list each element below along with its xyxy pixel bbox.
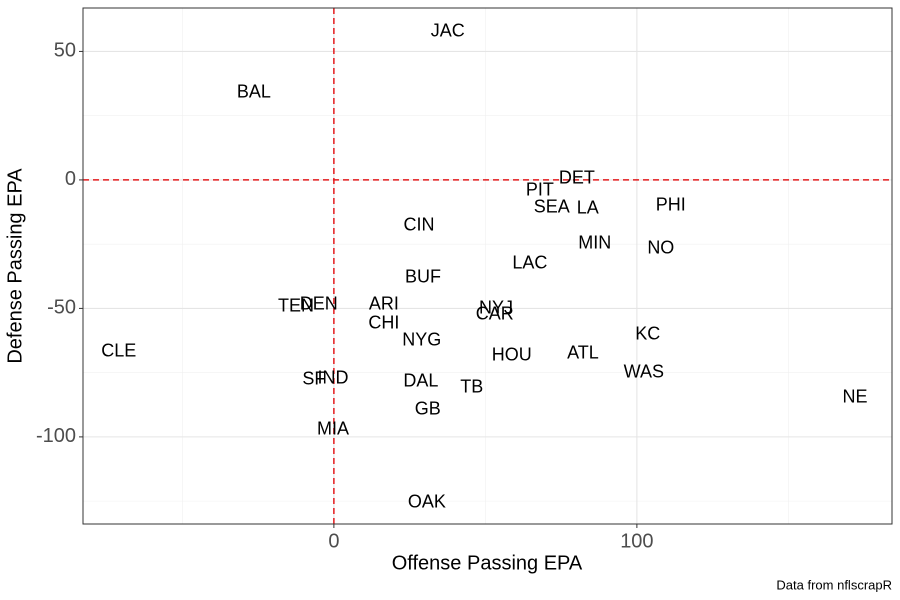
- team-label: KC: [635, 324, 660, 344]
- team-label: NE: [843, 387, 868, 407]
- team-label: CIN: [404, 215, 435, 235]
- team-label: DAL: [403, 371, 438, 391]
- team-label: DET: [559, 168, 595, 188]
- team-label: IND: [317, 368, 348, 388]
- y-tick-label: -100: [36, 425, 76, 447]
- team-label: GB: [415, 399, 441, 419]
- team-label: BUF: [405, 267, 441, 287]
- team-label: LAC: [512, 253, 547, 273]
- team-label: CHI: [368, 313, 399, 333]
- team-label: HOU: [492, 345, 532, 365]
- team-label: CAR: [476, 304, 514, 324]
- y-tick-label: 0: [65, 168, 76, 190]
- panel-border: [82, 7, 893, 525]
- team-label: NYJ: [479, 298, 513, 318]
- team-label: OAK: [408, 492, 446, 512]
- team-label: SF: [302, 369, 325, 389]
- team-label: JAC: [431, 21, 465, 41]
- team-label: MIN: [578, 233, 611, 253]
- team-label: BAL: [237, 82, 271, 102]
- x-tick-label: 100: [620, 530, 653, 552]
- caption: Data from nflscrapR: [776, 577, 892, 592]
- y-axis-title: Defense Passing EPA: [4, 168, 26, 364]
- x-tick-label: 0: [328, 530, 339, 552]
- x-axis-title: Offense Passing EPA: [392, 552, 583, 574]
- team-label: MIA: [317, 419, 349, 439]
- team-label: TEN: [278, 296, 314, 316]
- y-tick-label: 50: [54, 40, 76, 62]
- team-label: ARI: [369, 294, 399, 314]
- team-label: NYG: [402, 330, 441, 350]
- team-label: WAS: [624, 362, 664, 382]
- team-label: DEN: [300, 294, 338, 314]
- team-label: LA: [577, 198, 599, 218]
- team-label: ATL: [567, 343, 599, 363]
- team-label: SEA: [534, 197, 570, 217]
- team-label: CLE: [101, 341, 136, 361]
- team-label: PHI: [656, 195, 686, 215]
- y-tick-label: -50: [47, 297, 76, 319]
- team-label: PIT: [526, 180, 554, 200]
- panel: [83, 8, 892, 524]
- team-label: TB: [460, 377, 483, 397]
- team-label: NO: [647, 238, 674, 258]
